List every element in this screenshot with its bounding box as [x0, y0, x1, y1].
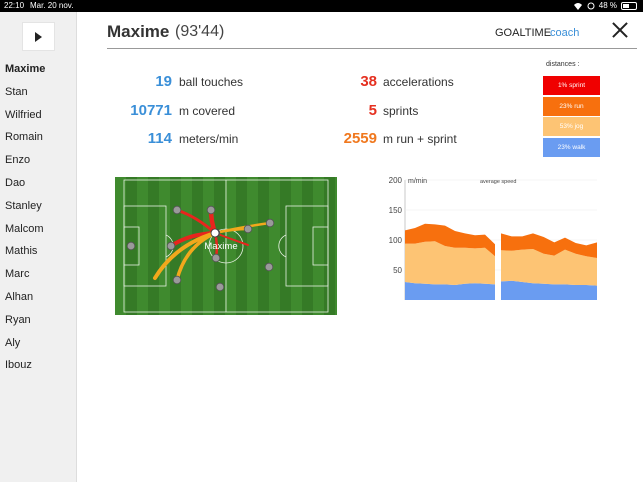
chart-area-run [501, 233, 597, 258]
player-node[interactable] [211, 253, 221, 263]
chart-area-jog [405, 241, 495, 285]
player-node[interactable] [264, 262, 274, 272]
chart-y-tick-label: 150 [389, 206, 403, 215]
distance-legend-item: 23% run [543, 96, 600, 116]
match-time: (93'44) [175, 23, 225, 40]
play-button[interactable] [22, 22, 55, 51]
chart-area-run [405, 223, 495, 257]
stat-sprints-label: sprints [383, 104, 419, 118]
chart-y-tick-label: 200 [389, 176, 403, 185]
stat-sprints-value: 5 [368, 102, 377, 119]
player-node[interactable] [126, 241, 136, 251]
sidebar-player-item[interactable]: Enzo [5, 154, 31, 167]
chart-area-jog [501, 249, 597, 286]
header: Maxime (93'44) GOALTIME coach [107, 12, 637, 49]
stat-meters-min: 114 [120, 130, 172, 148]
brand-logo: GOALTIME [495, 27, 552, 39]
sidebar-player-item[interactable]: Romain [5, 131, 43, 144]
speed-chart: 50 100 150 200 m/min average speed [389, 176, 597, 300]
sidebar-player-item[interactable]: Ibouz [5, 359, 32, 372]
player-node[interactable] [206, 205, 216, 215]
sidebar-player-item[interactable]: Mathis [5, 245, 38, 258]
pitch-map: Maxime [115, 177, 337, 315]
wifi-icon [573, 2, 582, 10]
status-date: Mar. 20 nov. [30, 1, 74, 10]
close-icon[interactable] [612, 22, 628, 38]
stat-covered-value: 10771 [130, 102, 172, 119]
sidebar-player-item[interactable]: Wilfried [5, 108, 42, 121]
status-bar: 22:10 Mar. 20 nov. 48 % [0, 0, 643, 12]
sidebar-player-item[interactable]: Stanley [5, 199, 42, 212]
player-name: Maxime [107, 22, 170, 41]
play-icon [35, 31, 42, 42]
orientation-lock-icon [587, 2, 595, 9]
player-node[interactable] [243, 224, 253, 234]
battery-icon [621, 1, 637, 10]
chart-y-tick-label: 50 [393, 266, 402, 275]
chart-y-tick-label: 100 [389, 236, 403, 245]
player-node[interactable] [265, 218, 275, 228]
stat-accelerations-value: 38 [360, 73, 377, 90]
distance-legend-item: 1% sprint [543, 76, 600, 95]
pass-line [153, 231, 217, 280]
status-right: 48 % [573, 1, 637, 10]
chart-area-walk [405, 282, 495, 300]
sidebar-player-item[interactable]: Dao [5, 176, 26, 189]
sidebar-player-item[interactable]: Maxime [5, 63, 46, 75]
player-list: Maxime Stan Wilfried Romain Enzo Dao Stanley Ma… [5, 62, 45, 381]
focus-player-node[interactable] [210, 228, 220, 238]
player-nodes [126, 205, 275, 292]
stat-run-sprint: 2559 [320, 130, 377, 148]
stat-meters-min-value: 114 [147, 130, 172, 147]
focus-player-label: Maxime [204, 241, 237, 252]
stat-covered: 10771 [110, 102, 172, 120]
player-node[interactable] [215, 282, 225, 292]
sidebar-player-item[interactable]: Aly [5, 336, 21, 349]
distance-legend-item: 53% jog [543, 117, 600, 136]
sidebar-player-item[interactable]: Marc [5, 268, 30, 281]
stat-ball-touches: 19 [120, 73, 172, 91]
stat-ball-touches-label: ball touches [179, 75, 244, 89]
player-node[interactable] [172, 275, 182, 285]
stat-run-sprint-value: 2559 [343, 130, 377, 147]
chart-y-axis-label: m/min [408, 178, 427, 185]
distance-legend-item: 23% walk [543, 137, 600, 157]
pitch-lines [123, 179, 329, 313]
battery-percent: 48 % [598, 1, 617, 10]
stat-accelerations-label: accelerations [383, 75, 454, 89]
sidebar-player-item[interactable]: Ryan [5, 313, 31, 326]
brand-coach: coach [550, 27, 580, 39]
stat-accelerations: 38 [320, 73, 377, 91]
chart-area-walk [501, 280, 597, 300]
sidebar-player-item[interactable]: Malcom [5, 222, 44, 235]
chart-title: average speed [480, 179, 516, 185]
stat-ball-touches-value: 19 [155, 73, 172, 90]
stat-covered-label: m covered [179, 104, 236, 118]
sidebar-player-item[interactable]: Alhan [5, 290, 34, 303]
stat-run-sprint-label: m run + sprint [383, 132, 457, 146]
distances-title: distances : [546, 61, 580, 68]
stat-meters-min-label: meters/min [179, 132, 239, 146]
sidebar-player-item[interactable]: Stan [5, 85, 28, 98]
sidebar: Maxime Stan Wilfried Romain Enzo Dao Stanley Ma… [0, 12, 77, 482]
stat-sprints: 5 [320, 102, 377, 120]
player-node[interactable] [166, 241, 176, 251]
status-time: 22:10 [4, 1, 25, 10]
player-node[interactable] [172, 205, 182, 215]
